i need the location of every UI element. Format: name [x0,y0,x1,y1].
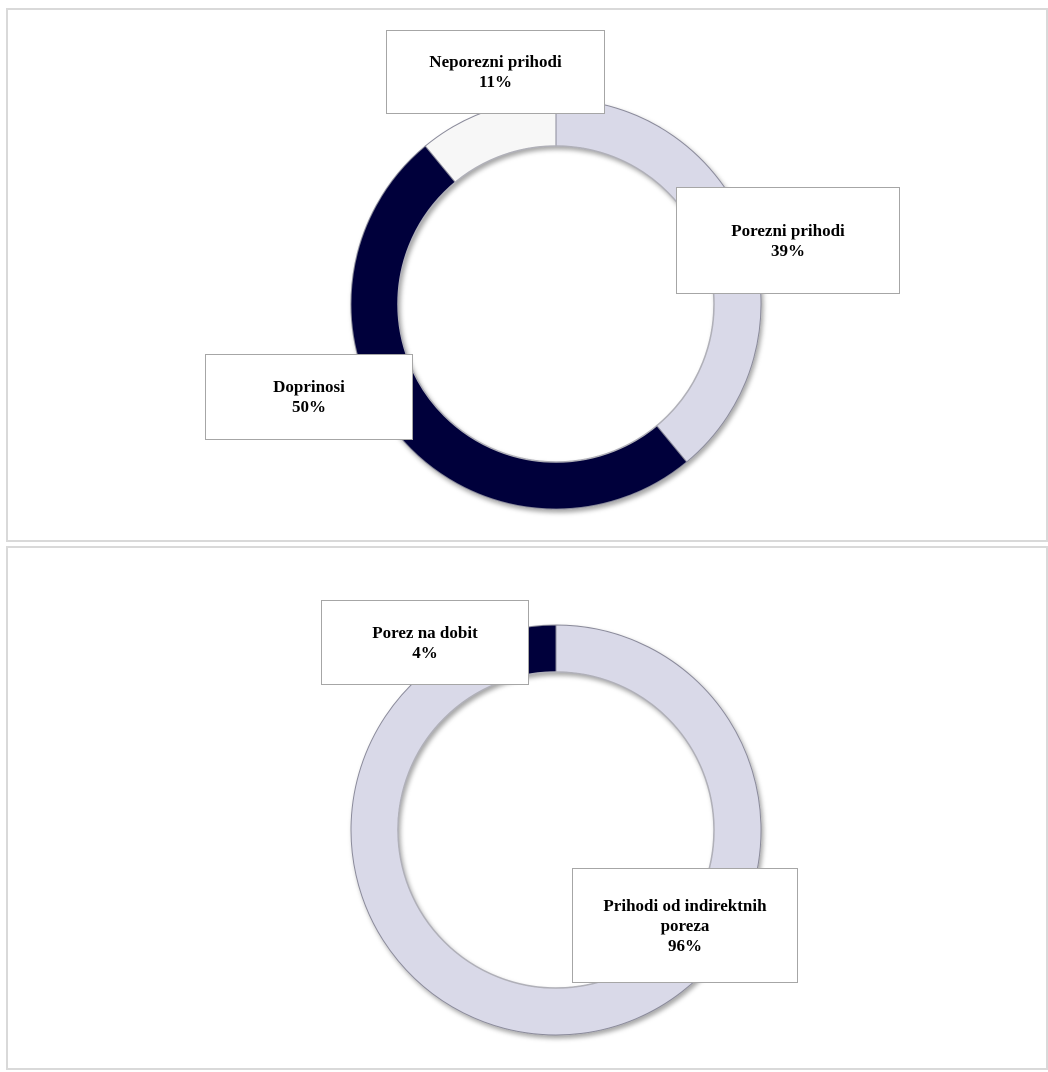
chart-panel-1: Neporezni prihodi 11% Porezni prihodi 39… [6,8,1048,542]
data-label-neporezni-prihodi: Neporezni prihodi 11% [386,30,605,114]
slice-name-doprinosi: Doprinosi [273,377,345,396]
slice-percent-porezni-prihodi: 39% [771,240,805,260]
inner-ring-edge [397,145,715,463]
slice-name-prihodi-od-indirektnih-poreza: Prihodi od indirektnih poreza [603,895,767,935]
data-label-doprinosi: Doprinosi 50% [205,354,413,440]
slice-percent-porez-na-dobit: 4% [412,642,438,662]
slice-name-porezni-prihodi: Porezni prihodi [731,220,845,240]
slice-doprinosi [350,145,688,510]
chart-panel-2: Porez na dobit 4% Prihodi od indirektnih… [6,546,1048,1070]
data-label-prihodi-od-indirektnih-poreza: Prihodi od indirektnih poreza 96% [572,868,798,983]
slice-percent-neporezni-prihodi: 11% [478,72,513,91]
slice-name-neporezni-prihodi: Neporezni prihodi [429,52,562,71]
inner-ring-edge [397,671,715,989]
slice-percent-prihodi-od-indirektnih-poreza: 96% [668,935,702,955]
data-label-porezni-prihodi: Porezni prihodi 39% [676,187,900,294]
data-label-porez-na-dobit: Porez na dobit 4% [321,600,529,685]
slice-name-porez-na-dobit: Porez na dobit [372,622,478,642]
slice-percent-doprinosi: 50% [292,397,326,416]
